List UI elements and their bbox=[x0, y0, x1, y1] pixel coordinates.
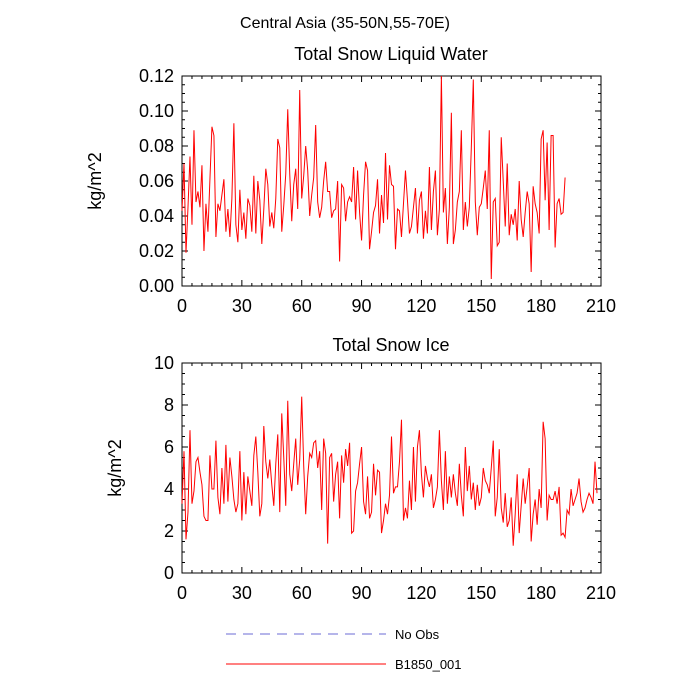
x-tick-label: 60 bbox=[292, 296, 312, 316]
x-tick-label: 150 bbox=[466, 296, 496, 316]
y-tick-label: 6 bbox=[164, 437, 174, 457]
y-tick-label: 8 bbox=[164, 395, 174, 415]
x-tick-label: 210 bbox=[586, 583, 616, 603]
x-tick-label: 90 bbox=[352, 296, 372, 316]
x-tick-label: 210 bbox=[586, 296, 616, 316]
y-tick-label: 0 bbox=[164, 563, 174, 583]
series-line-b1850-001 bbox=[181, 75, 566, 280]
x-tick-label: 30 bbox=[232, 583, 252, 603]
legend-label-no-obs: No Obs bbox=[395, 627, 440, 642]
series-line-b1850-001 bbox=[181, 396, 598, 546]
y-tick-label: 4 bbox=[164, 479, 174, 499]
plot-area: 0 30 60 90 120 150 180 210 0 2 4 6 8 10 bbox=[154, 353, 616, 603]
chart-title: Total Snow Ice bbox=[332, 335, 449, 355]
y-tick-label: 0.06 bbox=[139, 171, 174, 191]
plot-area: 0 30 60 90 120 150 180 210 0.00 0.02 0.04 0.06 0.08 0… bbox=[139, 66, 616, 316]
y-axis-label: kg/m^2 bbox=[85, 152, 105, 209]
x-tick-label: 90 bbox=[352, 583, 372, 603]
plot-frame bbox=[181, 362, 602, 574]
y-axis-label: kg/m^2 bbox=[105, 439, 125, 496]
y-tick-label: 0.08 bbox=[139, 136, 174, 156]
y-tick-label: 10 bbox=[154, 353, 174, 373]
y-tick-label: 0.10 bbox=[139, 101, 174, 121]
y-tick-label: 0.12 bbox=[139, 66, 174, 86]
figure-suptitle: Central Asia (35-50N,55-70E) bbox=[240, 15, 450, 32]
chart-title: Total Snow Liquid Water bbox=[294, 44, 487, 64]
legend-label-b1850-001: B1850_001 bbox=[395, 657, 462, 672]
x-tick-label: 180 bbox=[526, 583, 556, 603]
panel-snow-ice: Total Snow Ice kg/m^2 0 30 60 90 120 150 180 21… bbox=[105, 335, 616, 603]
x-tick-label: 120 bbox=[406, 296, 436, 316]
x-tick-label: 0 bbox=[177, 583, 187, 603]
x-tick-label: 0 bbox=[177, 296, 187, 316]
y-tick-label: 0.00 bbox=[139, 276, 174, 296]
x-tick-label: 180 bbox=[526, 296, 556, 316]
y-tick-label: 2 bbox=[164, 521, 174, 541]
x-tick-label: 150 bbox=[466, 583, 496, 603]
y-tick-label: 0.04 bbox=[139, 206, 174, 226]
x-tick-label: 120 bbox=[406, 583, 436, 603]
panel-snow-liquid-water: Total Snow Liquid Water kg/m^2 0 30 60 90 12… bbox=[85, 44, 616, 316]
x-tick-label: 60 bbox=[292, 583, 312, 603]
legend: No Obs B1850_001 bbox=[226, 627, 462, 672]
y-tick-label: 0.02 bbox=[139, 241, 174, 261]
x-tick-label: 30 bbox=[232, 296, 252, 316]
